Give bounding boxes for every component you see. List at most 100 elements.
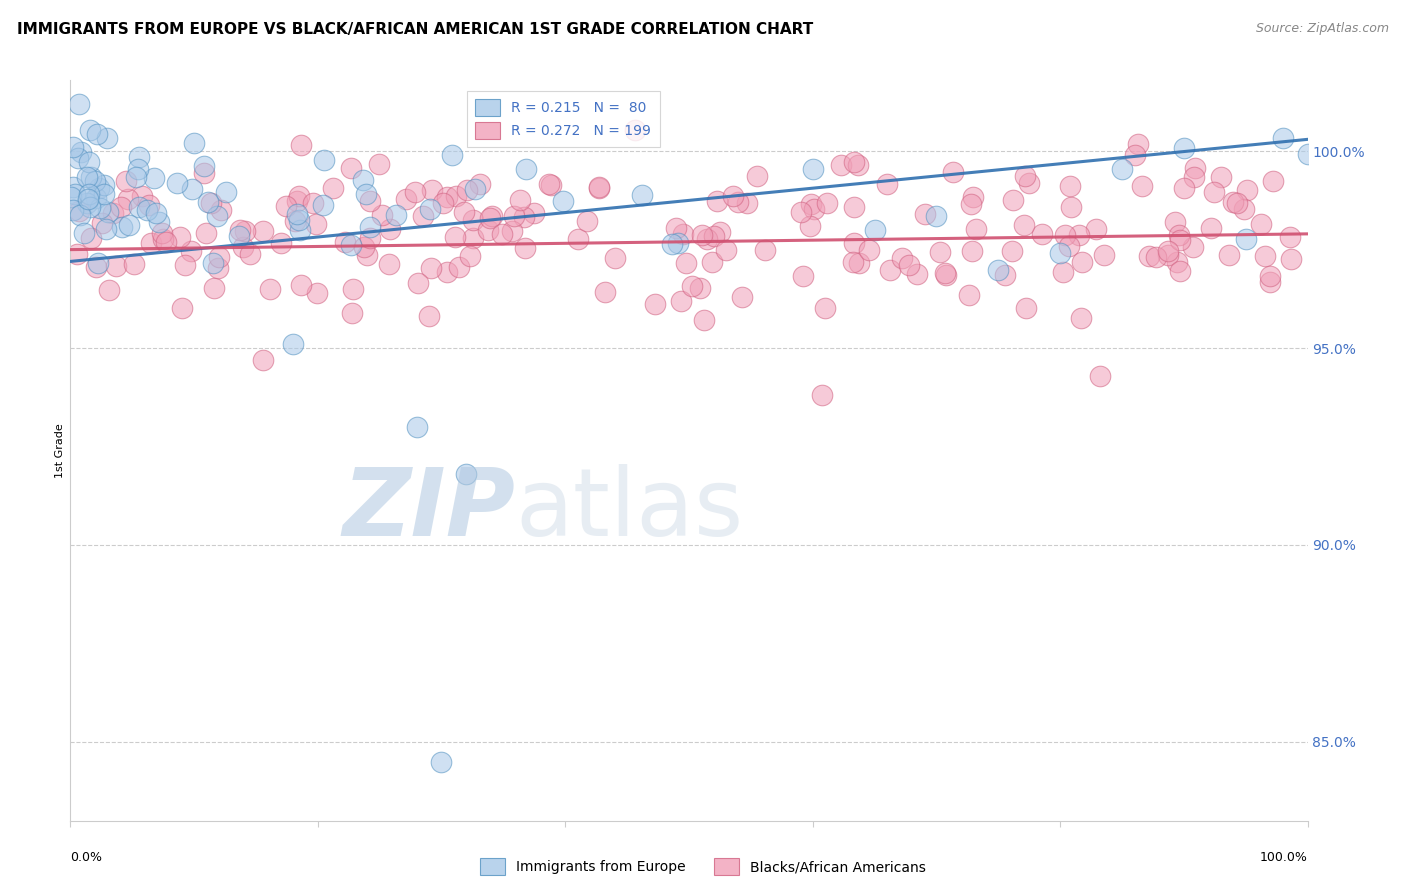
Point xyxy=(287,212,309,227)
Point xyxy=(200,196,222,211)
Legend: Immigrants from Europe, Blacks/African Americans: Immigrants from Europe, Blacks/African A… xyxy=(475,853,931,880)
Point xyxy=(1001,194,1024,208)
Point xyxy=(934,266,956,280)
Point xyxy=(94,222,117,236)
Point xyxy=(73,226,96,240)
Point xyxy=(62,180,84,194)
Point xyxy=(831,158,853,172)
Point xyxy=(444,230,467,244)
Point xyxy=(342,282,364,296)
Point xyxy=(644,296,666,310)
Point xyxy=(228,228,250,243)
Point xyxy=(1204,186,1226,200)
Point xyxy=(841,255,863,269)
Point xyxy=(90,216,112,230)
Y-axis label: 1st Grade: 1st Grade xyxy=(55,423,65,478)
Point xyxy=(77,186,100,201)
Point xyxy=(706,194,728,208)
Point xyxy=(671,294,693,309)
Point xyxy=(301,196,323,211)
Point xyxy=(170,301,193,316)
Point xyxy=(436,189,458,203)
Point xyxy=(110,201,132,215)
Point xyxy=(1261,173,1284,187)
Point xyxy=(721,189,744,203)
Point xyxy=(430,755,453,769)
Text: atlas: atlas xyxy=(516,464,744,556)
Point xyxy=(180,244,202,259)
Point xyxy=(925,209,948,223)
Point xyxy=(270,236,292,251)
Point xyxy=(537,178,560,192)
Point xyxy=(432,196,454,211)
Point xyxy=(1173,141,1195,155)
Point xyxy=(148,215,170,229)
Point xyxy=(1144,250,1167,264)
Point xyxy=(1182,240,1205,254)
Point xyxy=(1157,244,1180,259)
Point xyxy=(994,268,1017,282)
Point xyxy=(842,235,865,250)
Point xyxy=(876,178,898,192)
Point xyxy=(1218,248,1240,262)
Point xyxy=(1071,255,1094,269)
Point xyxy=(696,232,718,246)
Point xyxy=(567,231,589,245)
Point xyxy=(731,290,754,304)
Legend: R = 0.215   N =  80, R = 0.272   N = 199: R = 0.215 N = 80, R = 0.272 N = 199 xyxy=(467,91,659,147)
Point xyxy=(1168,228,1191,243)
Text: Source: ZipAtlas.com: Source: ZipAtlas.com xyxy=(1256,22,1389,36)
Point xyxy=(1166,254,1188,268)
Point xyxy=(97,204,120,219)
Point xyxy=(1000,244,1022,258)
Point xyxy=(727,194,749,209)
Point xyxy=(339,161,361,175)
Point xyxy=(79,201,101,215)
Point xyxy=(307,286,329,301)
Point xyxy=(897,258,920,272)
Point xyxy=(1137,249,1160,263)
Point xyxy=(131,189,153,203)
Point xyxy=(342,305,364,319)
Point xyxy=(356,248,378,262)
Point xyxy=(150,226,173,240)
Point xyxy=(1128,136,1150,151)
Point xyxy=(1070,311,1092,326)
Point xyxy=(367,157,389,171)
Point xyxy=(202,281,225,295)
Point xyxy=(1111,161,1133,176)
Point xyxy=(209,202,232,217)
Point xyxy=(76,192,98,206)
Point xyxy=(747,169,769,183)
Text: ZIP: ZIP xyxy=(343,464,516,556)
Point xyxy=(215,185,238,199)
Point xyxy=(477,222,499,236)
Point xyxy=(284,214,307,228)
Point xyxy=(799,219,821,233)
Point xyxy=(66,247,89,261)
Point xyxy=(60,190,83,204)
Point xyxy=(127,161,149,176)
Point xyxy=(1279,252,1302,266)
Point xyxy=(181,182,204,196)
Point xyxy=(89,201,111,215)
Point xyxy=(1018,177,1040,191)
Point xyxy=(101,206,124,220)
Point xyxy=(67,151,90,165)
Point xyxy=(942,165,965,179)
Point xyxy=(693,313,716,327)
Point xyxy=(905,267,928,281)
Point xyxy=(987,263,1010,277)
Point xyxy=(1182,169,1205,184)
Point xyxy=(359,220,381,235)
Point xyxy=(1258,268,1281,283)
Point xyxy=(815,196,838,211)
Point xyxy=(848,255,870,269)
Point xyxy=(1226,196,1249,211)
Point xyxy=(117,192,139,206)
Point xyxy=(259,282,281,296)
Point xyxy=(754,244,776,258)
Point xyxy=(281,337,304,351)
Point xyxy=(456,183,478,197)
Point xyxy=(79,169,101,184)
